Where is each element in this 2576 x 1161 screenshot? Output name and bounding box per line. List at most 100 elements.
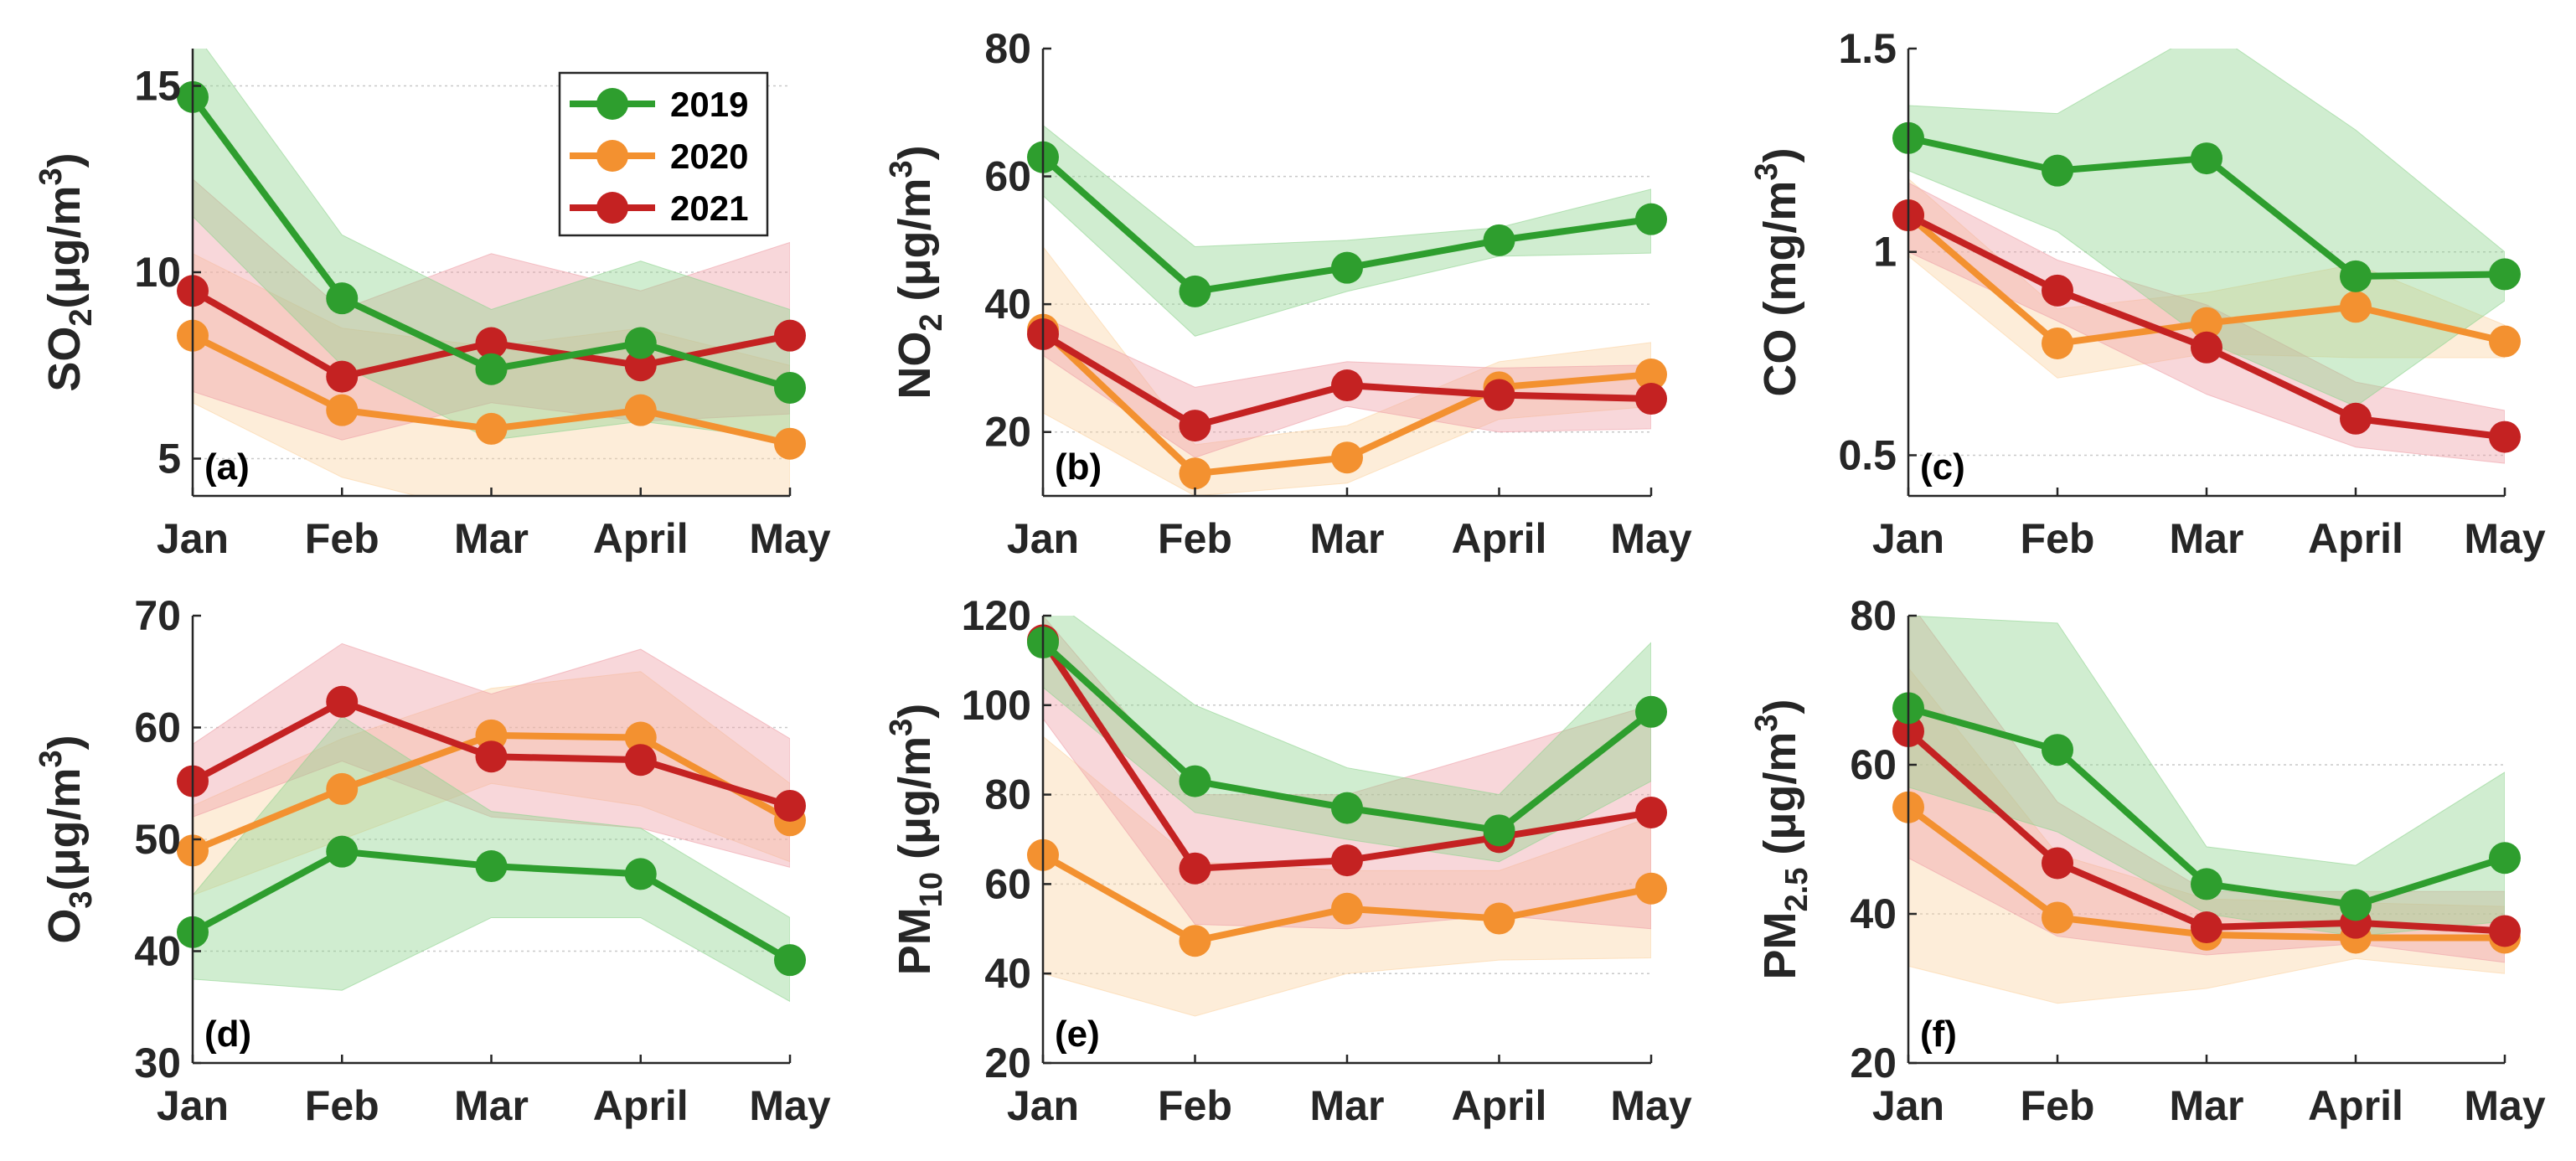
panel-c: 0.5 1 1.5 Jan Feb Mar April May CO (mg/m3) (c) (1749, 25, 2546, 562)
y-tick-label: 30 (134, 1040, 181, 1086)
point-2019 (1483, 224, 1515, 256)
x-tick-label: Jan (1007, 515, 1079, 562)
panel-d: 30 40 50 60 70 Jan Feb Mar April May O3(μg/m3) (d) (34, 592, 831, 1129)
point-2021 (2191, 331, 2222, 364)
point-2019 (1483, 814, 1515, 847)
point-2020 (1635, 359, 1667, 391)
x-tick-label: May (749, 1082, 830, 1129)
point-2020 (1331, 892, 1363, 925)
y-tick-label: 60 (1850, 741, 1897, 788)
point-2019 (774, 944, 806, 977)
point-2020 (1483, 902, 1515, 935)
y-tick-label: 1.5 (1838, 25, 1897, 72)
panel-label: (a) (204, 446, 250, 488)
point-2019 (1331, 792, 1363, 824)
point-2019 (774, 371, 806, 404)
point-2021 (624, 744, 657, 777)
point-2021 (1179, 852, 1211, 885)
point-2019 (2042, 734, 2073, 766)
x-tick-label: Jan (157, 1082, 229, 1129)
point-2019 (2340, 889, 2372, 921)
x-tick-label: May (749, 515, 830, 562)
x-tick-label: Mar (454, 1082, 529, 1129)
point-2021 (1331, 369, 1363, 402)
panel-label: (f) (1920, 1014, 1957, 1055)
y-tick-label: 40 (984, 950, 1031, 997)
x-tick-label: April (2308, 1082, 2403, 1129)
point-2019 (1635, 695, 1667, 728)
point-2021 (2042, 274, 2073, 307)
point-2019 (1331, 251, 1363, 284)
point-2021 (326, 685, 359, 718)
x-tick-label: Mar (2170, 515, 2244, 562)
point-2019 (1179, 275, 1211, 307)
point-2021 (2042, 847, 2073, 880)
y-tick-label: 120 (962, 592, 1031, 639)
legend-marker-2021 (596, 192, 628, 224)
y-tick-label: 100 (962, 682, 1031, 729)
point-2019 (2489, 258, 2521, 291)
y-tick-label: 10 (134, 249, 181, 296)
point-2019 (475, 353, 508, 385)
legend-label-2019: 2019 (670, 85, 748, 124)
x-tick-label: May (1610, 1082, 1691, 1129)
point-2019 (2489, 842, 2521, 875)
point-2021 (2489, 915, 2521, 947)
x-tick-label: April (2308, 515, 2403, 562)
point-2019 (326, 835, 359, 868)
legend-marker-2020 (596, 140, 628, 172)
x-tick-label: Mar (454, 515, 529, 562)
point-2020 (2489, 325, 2521, 358)
panel-b: 20 40 60 80 Jan Feb Mar April May NO2 (μg/m3) (b) (884, 25, 1692, 562)
y-tick-label: 0.5 (1838, 431, 1897, 478)
x-tick-label: May (1610, 515, 1691, 562)
y-tick-label: 40 (1850, 890, 1897, 937)
panel-label: (c) (1920, 446, 1965, 488)
point-2020 (624, 721, 657, 754)
point-2019 (624, 327, 657, 359)
x-tick-label: April (593, 515, 689, 562)
point-2021 (326, 360, 359, 393)
x-tick-label: Jan (1872, 1082, 1944, 1129)
point-2019 (2191, 142, 2222, 175)
point-2020 (2191, 307, 2222, 339)
panel-a: 5 10 15 Jan Feb Mar April May SO2(μg/m3) (a) (34, 49, 831, 562)
x-tick-label: Feb (1158, 1082, 1232, 1129)
plot-area (193, 642, 790, 1003)
panel-label: (d) (204, 1014, 251, 1055)
y-tick-label: 40 (134, 928, 181, 975)
x-tick-label: Jan (1007, 1082, 1079, 1129)
x-tick-label: Feb (1158, 515, 1232, 562)
y-tick-label: 70 (134, 592, 181, 639)
x-tick-label: April (1452, 1082, 1547, 1129)
panel-e: 20 40 60 80 100 120 Jan Feb Mar April May PM10 (μg/… (884, 592, 1692, 1129)
point-2020 (2340, 291, 2372, 323)
y-axis-label: SO2(μg/m3) (34, 152, 99, 391)
point-2020 (2042, 901, 2073, 934)
y-tick-label: 60 (984, 153, 1031, 200)
point-2020 (326, 394, 359, 426)
point-2019 (1635, 203, 1667, 235)
y-tick-label: 15 (134, 63, 181, 110)
point-2021 (1331, 844, 1363, 877)
point-2019 (2191, 868, 2222, 900)
y-tick-label: 1 (1873, 229, 1897, 276)
point-2020 (2042, 327, 2073, 359)
x-tick-label: Feb (2021, 1082, 2095, 1129)
x-tick-label: Mar (1310, 515, 1385, 562)
point-2021 (475, 740, 508, 773)
point-2019 (1179, 765, 1211, 797)
point-2019 (2042, 154, 2073, 187)
legend-label-2021: 2021 (670, 188, 748, 228)
panel-label: (e) (1055, 1014, 1100, 1055)
point-2019 (624, 858, 657, 890)
plot-area (1908, 49, 2505, 464)
x-tick-label: Mar (2170, 1082, 2244, 1129)
point-2020 (624, 394, 657, 426)
y-tick-label: 20 (984, 1040, 1031, 1086)
point-2020 (1635, 872, 1667, 905)
y-axis-label: PM10 (μg/m3) (884, 704, 949, 975)
panel-f: 20 40 60 80 Jan Feb Mar April May PM2.5 (μg/m3) (f… (1749, 592, 2546, 1129)
y-tick-label: 20 (1850, 1040, 1897, 1086)
